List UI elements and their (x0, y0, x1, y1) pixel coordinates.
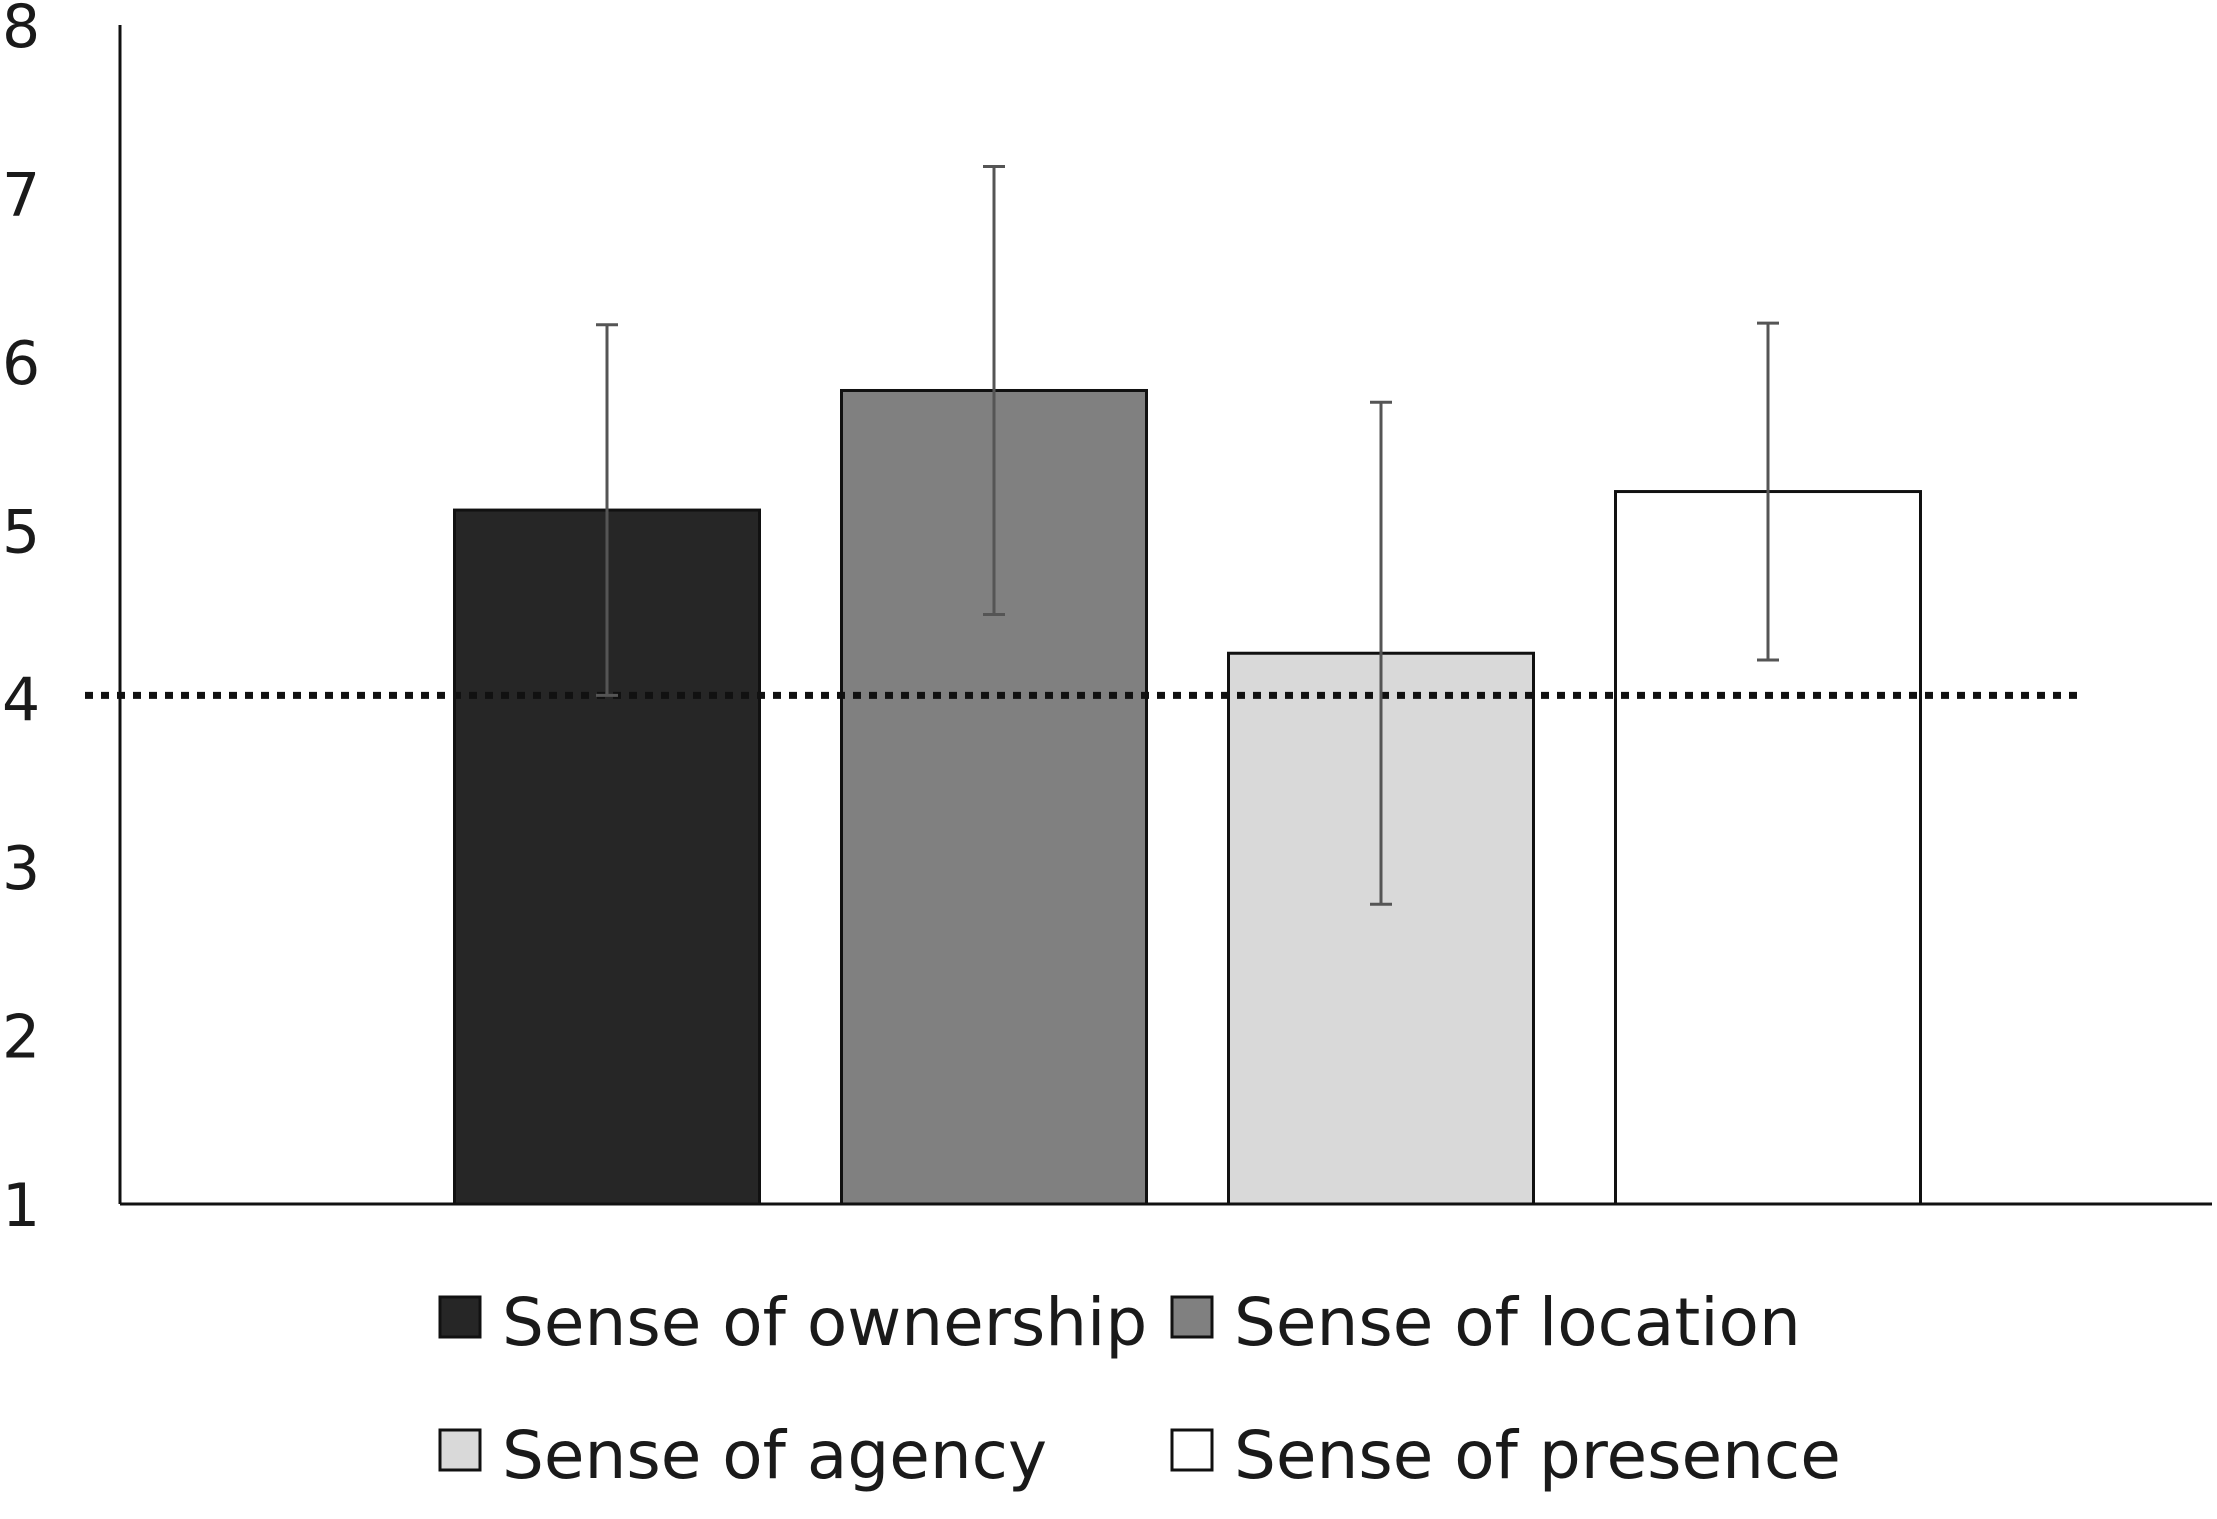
y-tick-label: 2 (2, 1003, 40, 1073)
y-tick-label: 3 (2, 834, 40, 904)
legend-swatch (438, 1428, 482, 1472)
legend-label: Sense of ownership (502, 1284, 1147, 1361)
legend-item: Sense of agency (438, 1417, 1047, 1494)
legend-swatch (1170, 1428, 1214, 1472)
y-tick-label: 6 (2, 329, 40, 399)
y-tick-label: 1 (2, 1171, 40, 1241)
legend: Sense of ownership Sense of location Sense… (438, 1284, 1841, 1494)
legend-item: Sense of location (1170, 1284, 1801, 1361)
error-bar (596, 323, 618, 697)
legend-item: Sense of ownership (438, 1284, 1147, 1361)
y-tick-label: 4 (2, 666, 40, 736)
error-bar (1757, 321, 1779, 662)
y-tick-label: 7 (2, 160, 40, 230)
legend-label: Sense of presence (1234, 1417, 1841, 1494)
error-bars (596, 164, 1779, 906)
y-tick-label: 8 (2, 0, 40, 62)
legend-label: Sense of location (1234, 1284, 1801, 1361)
y-tick-labels: 1 2 3 4 5 6 7 8 (2, 0, 40, 1241)
legend-swatch (438, 1295, 482, 1339)
legend-swatch (1170, 1295, 1214, 1339)
y-tick-label: 5 (2, 497, 40, 567)
bars (453, 388, 1922, 1206)
legend-item: Sense of presence (1170, 1417, 1841, 1494)
error-bar (1370, 400, 1392, 906)
error-bar (983, 164, 1005, 616)
legend-label: Sense of agency (502, 1417, 1047, 1494)
